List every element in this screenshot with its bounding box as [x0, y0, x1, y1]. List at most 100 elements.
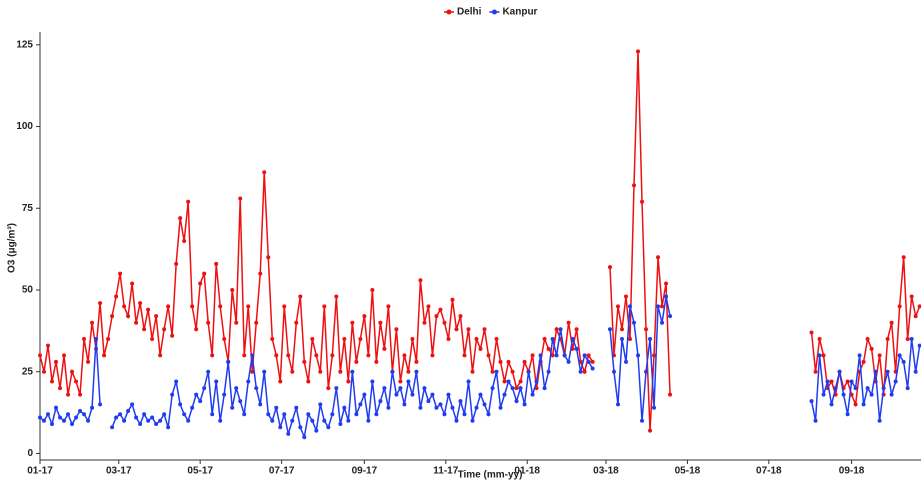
point — [330, 412, 335, 417]
point — [474, 337, 479, 342]
point — [194, 327, 199, 332]
x-tick-label: 03-18 — [593, 466, 619, 477]
point — [202, 386, 207, 391]
point — [154, 422, 159, 427]
point — [186, 418, 191, 423]
point — [490, 369, 495, 374]
point — [554, 353, 559, 358]
point — [825, 379, 830, 384]
point — [853, 386, 858, 391]
point — [590, 359, 595, 364]
point — [636, 49, 641, 54]
point — [865, 337, 870, 342]
point — [262, 369, 267, 374]
point — [326, 386, 331, 391]
point — [917, 343, 921, 348]
point — [198, 281, 203, 286]
point — [833, 386, 838, 391]
point — [566, 320, 571, 325]
point — [652, 353, 657, 358]
point — [174, 261, 179, 266]
point — [54, 405, 59, 410]
point — [50, 422, 55, 427]
point — [897, 304, 902, 309]
point — [46, 343, 51, 348]
point — [282, 412, 287, 417]
point — [486, 412, 491, 417]
point — [582, 369, 587, 374]
point — [498, 405, 503, 410]
point — [322, 418, 327, 423]
point — [450, 405, 455, 410]
point — [366, 353, 371, 358]
point — [330, 353, 335, 358]
point — [648, 337, 653, 342]
point — [266, 255, 271, 260]
x-tick-label: 07-18 — [756, 466, 782, 477]
x-tick-label: 09-18 — [839, 466, 865, 477]
point — [530, 353, 535, 358]
point — [206, 369, 211, 374]
point — [214, 261, 219, 266]
point — [230, 288, 235, 292]
x-tick-label: 05-18 — [675, 466, 701, 477]
point — [821, 392, 826, 397]
point — [218, 304, 223, 309]
y-tick-label: 50 — [22, 285, 34, 296]
x-axis-label: Time (mm-yy) — [458, 470, 523, 481]
point — [841, 392, 846, 397]
point — [442, 320, 447, 325]
point — [122, 304, 127, 309]
point — [623, 359, 628, 364]
point — [58, 415, 63, 420]
point — [410, 337, 415, 342]
point — [615, 402, 620, 407]
point — [166, 304, 171, 309]
point — [158, 353, 163, 358]
point — [234, 320, 239, 325]
point — [86, 359, 91, 364]
point — [668, 314, 673, 319]
point — [546, 369, 551, 374]
point — [286, 353, 291, 358]
point — [586, 353, 591, 358]
point — [290, 369, 295, 374]
point — [362, 392, 367, 397]
point — [98, 402, 103, 407]
point — [162, 412, 167, 417]
point — [298, 425, 303, 430]
point — [198, 399, 203, 404]
point — [94, 337, 99, 342]
point — [362, 314, 367, 319]
point — [78, 392, 83, 397]
point — [66, 412, 71, 417]
y-tick-label: 25 — [22, 366, 34, 377]
point — [382, 386, 387, 391]
point — [474, 405, 479, 410]
point — [656, 255, 661, 260]
point — [506, 379, 511, 384]
point — [82, 412, 87, 417]
point — [186, 199, 191, 204]
point — [869, 346, 874, 351]
point — [526, 369, 531, 374]
point — [78, 408, 83, 413]
point — [510, 369, 515, 374]
y-tick-label: 0 — [27, 448, 33, 459]
point — [346, 379, 351, 384]
point — [582, 353, 587, 358]
point — [534, 379, 539, 384]
point — [482, 327, 487, 332]
point — [530, 392, 535, 397]
point — [494, 369, 499, 374]
point — [386, 405, 391, 410]
point — [90, 320, 95, 325]
x-tick-label: 07-17 — [269, 466, 295, 477]
point — [426, 399, 431, 404]
point — [346, 418, 351, 423]
point — [86, 418, 91, 423]
series-line — [39, 338, 101, 427]
point — [378, 399, 383, 404]
point — [889, 320, 894, 325]
point — [238, 196, 243, 201]
